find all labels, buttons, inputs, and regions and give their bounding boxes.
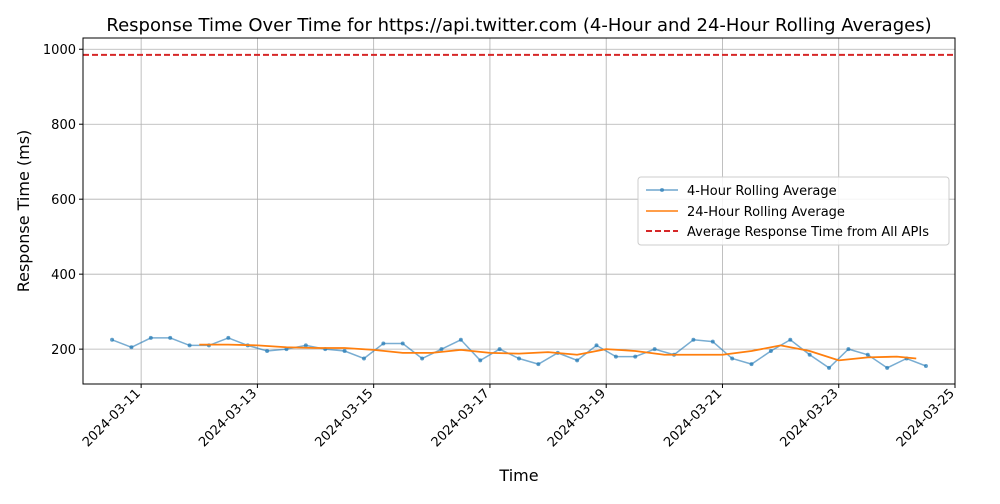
series-4h-point: [400, 341, 405, 346]
x-tick-label: 2024-03-17: [429, 386, 493, 450]
series-4h-point: [265, 349, 270, 354]
plot-area-frame: [82, 37, 956, 385]
x-tick-label: 2024-03-13: [196, 386, 260, 450]
y-axis-ticks: 200 400 600 800 1000: [43, 43, 83, 358]
x-tick-label: 2024-03-25: [894, 386, 958, 450]
series-4h-point: [730, 356, 735, 361]
y-tick-label: 1000: [43, 43, 76, 58]
legend-label-4h: 4-Hour Rolling Average: [687, 184, 837, 199]
x-tick-label: 2024-03-11: [80, 386, 144, 450]
chart-title: Response Time Over Time for https://api.…: [106, 15, 931, 36]
series-layer: [83, 53, 955, 370]
y-tick-label: 800: [51, 118, 76, 133]
legend-marker-4h: [660, 188, 664, 192]
y-tick-label: 600: [51, 193, 76, 208]
y-tick-label: 200: [51, 343, 76, 358]
series-4h-point: [594, 343, 599, 348]
series-4h-point: [303, 343, 308, 348]
series-4h-point: [226, 335, 231, 340]
series-4h-point: [788, 337, 793, 342]
legend-label-all-apis: Average Response Time from All APIs: [687, 225, 929, 240]
series-4h-point: [458, 337, 463, 342]
series-4h-point: [168, 335, 173, 340]
series-4h-point: [923, 364, 928, 369]
series-4h-point: [517, 356, 521, 361]
series-4h-point: [768, 349, 773, 354]
series-4h-point: [749, 362, 754, 367]
series-24h-rolling-line: [199, 343, 917, 362]
x-tick-label: 2024-03-15: [312, 386, 376, 450]
series-4h-point: [187, 343, 192, 348]
series-4h-point: [885, 365, 890, 370]
series-4h-point: [846, 347, 851, 352]
series-4h-point: [613, 354, 618, 359]
x-tick-label: 2024-03-21: [661, 386, 725, 450]
series-4h-point: [865, 352, 870, 357]
series-4h-point: [478, 358, 483, 363]
x-tick-label: 2024-03-23: [778, 386, 842, 450]
series-4h-point: [691, 337, 696, 342]
series-4h-point: [361, 356, 366, 361]
x-axis-label: Time: [498, 466, 538, 485]
legend-label-24h: 24-Hour Rolling Average: [687, 205, 845, 220]
y-tick-label: 400: [51, 268, 76, 283]
series-4h-point: [110, 337, 115, 342]
legend: 4-Hour Rolling Average 24-Hour Rolling A…: [637, 176, 950, 246]
x-tick-label: 2024-03-19: [545, 386, 609, 450]
series-4h-point: [575, 358, 580, 363]
series-4h-point: [129, 345, 134, 350]
series-4h-point: [342, 349, 347, 354]
series-4h-point: [497, 347, 502, 352]
series-4h-point: [710, 339, 715, 344]
series-4h-point: [148, 335, 153, 340]
series-4h-point: [652, 347, 657, 352]
series-4h-point: [439, 347, 444, 352]
series-4h-point: [420, 356, 425, 361]
legend-box: [637, 176, 950, 246]
y-axis-label: Response Time (ms): [14, 130, 33, 293]
series-4h-point: [536, 362, 541, 367]
series-4h-point: [827, 365, 832, 370]
series-4h-point: [381, 341, 386, 346]
series-4h-point: [633, 354, 638, 359]
series-4h-point: [807, 352, 812, 357]
x-axis-ticks: 2024-03-11 2024-03-13 2024-03-15 2024-03-17…: [80, 384, 958, 450]
